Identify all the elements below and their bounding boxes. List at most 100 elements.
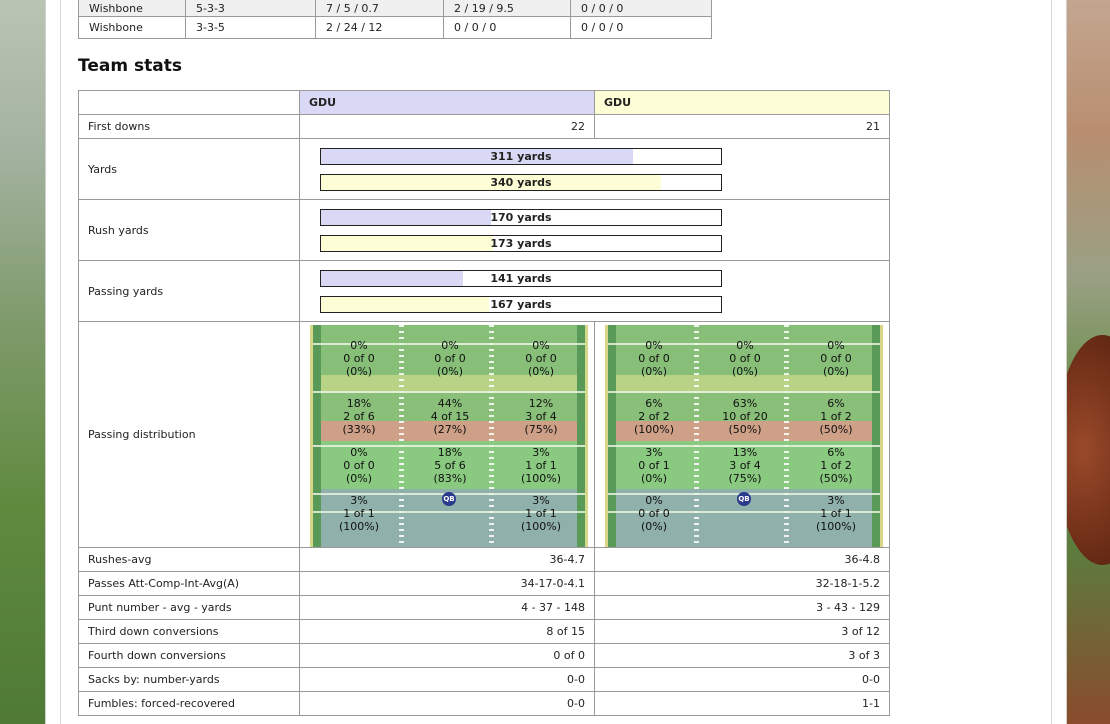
team2-rush-bar: 173 yards: [320, 234, 722, 252]
team2-value: 3 of 12: [594, 619, 890, 644]
team1-value: 36-4.7: [299, 547, 595, 572]
team1-field: 0% 0 of 0 (0%) 0% 0 of 0 (0%) 0% 0 of 0 (0%) 18% 2…: [310, 325, 588, 547]
row-label: Passing yards: [78, 260, 300, 322]
row-label: Third down conversions: [78, 619, 300, 644]
zone-stat: 3% 1 of 1 (100%): [338, 494, 380, 533]
row-label: Passing distribution: [78, 321, 300, 548]
field-zone: [608, 441, 880, 489]
formation-stat: 2 / 24 / 12: [315, 16, 444, 39]
table-row: Sacks by: number-yards 0-0 0-0: [78, 667, 890, 692]
yard-line: [608, 511, 880, 513]
zone-stat: 3% 1 of 1 (100%): [815, 494, 857, 533]
zone-stat: 0% 0 of 0 (0%): [820, 339, 852, 378]
table-row: Fumbles: forced-recovered 0-0 1-1: [78, 691, 890, 716]
field-zone: [313, 325, 585, 375]
row-label: Rushes-avg: [78, 547, 300, 572]
zone-stat: 18% 5 of 6 (83%): [433, 446, 467, 485]
table-row: Wishbone 5-3-3 7 / 5 / 0.7 2 / 19 / 9.5 …: [78, 0, 712, 17]
hash-marks: [694, 325, 699, 547]
qb-marker: QB: [737, 492, 751, 506]
table-row: Third down conversions 8 of 15 3 of 12: [78, 619, 890, 644]
formation-scheme: 3-3-5: [185, 16, 316, 39]
yards-bars: 311 yards 340 yards: [299, 138, 890, 200]
zone-stat: 12% 3 of 4 (75%): [524, 397, 558, 436]
team2-field: 0% 0 of 0 (0%) 0% 0 of 0 (0%) 0% 0 of 0 (0%) 6% 2 …: [605, 325, 883, 547]
zone-stat: 0% 0 of 0 (0%): [343, 339, 375, 378]
formation-stat: 0 / 0 / 0: [443, 16, 571, 39]
formation-stat: 2 / 19 / 9.5: [443, 0, 571, 17]
team2-value: 36-4.8: [594, 547, 890, 572]
table-row: Passing yards 141 yards 167 yards: [78, 260, 890, 322]
background-left: [0, 0, 45, 724]
field-zone: [313, 375, 585, 393]
table-row: Rush yards 170 yards 173 yards: [78, 199, 890, 261]
rush-bars: 170 yards 173 yards: [299, 199, 890, 261]
team1-pass-bar: 141 yards: [320, 269, 722, 287]
field-zone: [313, 421, 585, 441]
formations-table: Wishbone 5-3-3 7 / 5 / 0.7 2 / 19 / 9.5 …: [78, 0, 712, 39]
team1-value: 8 of 15: [299, 619, 595, 644]
yard-line: [608, 445, 880, 447]
zone-stat: 6% 2 of 2 (100%): [633, 397, 675, 436]
team2-header: GDU: [594, 90, 890, 115]
team2-value: 3 of 3: [594, 643, 890, 668]
team1-value: 0-0: [299, 691, 595, 716]
team1-header: GDU: [299, 90, 595, 115]
yard-line: [313, 511, 585, 513]
team2-yards-bar: 340 yards: [320, 173, 722, 191]
team1-value: 0 of 0: [299, 643, 595, 668]
team2-value: 21: [594, 114, 890, 139]
zone-stat: 44% 4 of 15 (27%): [430, 397, 470, 436]
team2-value: 32-18-1-5.2: [594, 571, 890, 596]
team2-value: 3 - 43 - 129: [594, 595, 890, 620]
team2-value: 1-1: [594, 691, 890, 716]
team1-value: 34-17-0-4.1: [299, 571, 595, 596]
formation-name: Wishbone: [78, 0, 186, 17]
hash-marks: [399, 325, 404, 547]
field-zone: [313, 441, 585, 489]
formation-stat: 7 / 5 / 0.7: [315, 0, 444, 17]
zone-stat: 0% 0 of 0 (0%): [638, 494, 670, 533]
zone-stat: 0% 0 of 0 (0%): [638, 339, 670, 378]
hash-marks: [489, 325, 494, 547]
yard-line: [608, 343, 880, 345]
row-label: Fumbles: forced-recovered: [78, 691, 300, 716]
zone-stat: 3% 1 of 1 (100%): [520, 494, 562, 533]
table-row: Punt number - avg - yards 4 - 37 - 148 3 -…: [78, 595, 890, 620]
row-label: First downs: [78, 114, 300, 139]
zone-stat: 18% 2 of 6 (33%): [342, 397, 376, 436]
row-label: Sacks by: number-yards: [78, 667, 300, 692]
row-label: Passes Att-Comp-Int-Avg(A): [78, 571, 300, 596]
qb-marker: QB: [442, 492, 456, 506]
section-title: Team stats: [78, 56, 182, 76]
table-row: Wishbone 3-3-5 2 / 24 / 12 0 / 0 / 0 0 /…: [78, 16, 712, 39]
formation-name: Wishbone: [78, 16, 186, 39]
team2-distribution: 0% 0 of 0 (0%) 0% 0 of 0 (0%) 0% 0 of 0 (0%) 6% 2 …: [594, 321, 890, 548]
formation-scheme: 5-3-3: [185, 0, 316, 17]
field-zone: [608, 421, 880, 441]
row-label: Punt number - avg - yards: [78, 595, 300, 620]
zone-stat: 6% 1 of 2 (50%): [819, 397, 853, 436]
table-row: First downs 22 21: [78, 114, 890, 139]
table-header-row: GDU GDU: [78, 90, 890, 115]
formation-stat: 0 / 0 / 0: [570, 16, 712, 39]
zone-stat: 6% 1 of 2 (50%): [819, 446, 853, 485]
zone-stat: 0% 0 of 0 (0%): [343, 446, 375, 485]
zone-stat: 0% 0 of 0 (0%): [525, 339, 557, 378]
yard-line: [313, 445, 585, 447]
team1-value: 22: [299, 114, 595, 139]
page-panel: Wishbone 5-3-3 7 / 5 / 0.7 2 / 19 / 9.5 …: [45, 0, 1067, 724]
field-zone: [608, 325, 880, 375]
team2-value: 0-0: [594, 667, 890, 692]
yard-line: [608, 391, 880, 393]
team1-yards-bar: 311 yards: [320, 147, 722, 165]
row-label: Fourth down conversions: [78, 643, 300, 668]
hash-marks: [784, 325, 789, 547]
row-label: Rush yards: [78, 199, 300, 261]
team1-distribution: 0% 0 of 0 (0%) 0% 0 of 0 (0%) 0% 0 of 0 (0%) 18% 2…: [299, 321, 595, 548]
team2-pass-bar: 167 yards: [320, 295, 722, 313]
zone-stat: 0% 0 of 0 (0%): [729, 339, 761, 378]
zone-stat: 0% 0 of 0 (0%): [434, 339, 466, 378]
yard-line: [313, 391, 585, 393]
